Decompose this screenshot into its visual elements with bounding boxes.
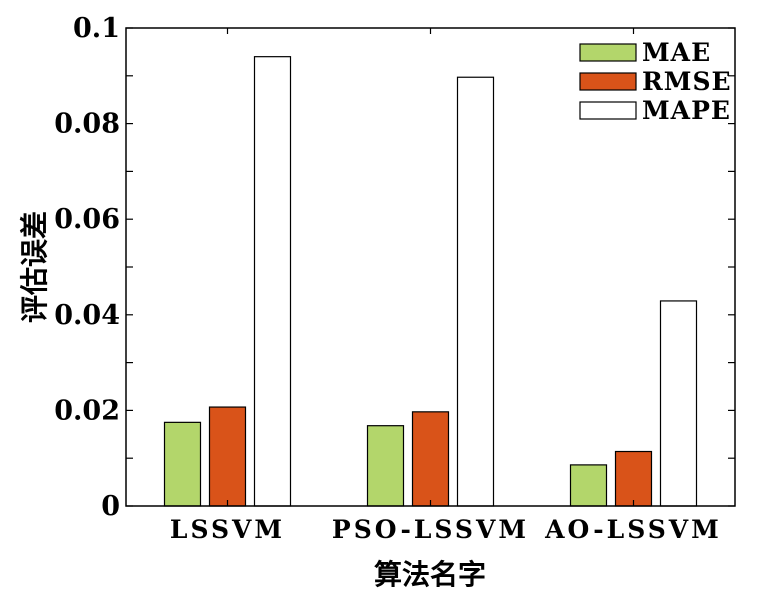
y-tick-label: 0.02 bbox=[54, 395, 120, 426]
bars-layer bbox=[163, 56, 698, 507]
x-axis-title: 算法名字 bbox=[374, 558, 486, 591]
legend-swatch-mae bbox=[579, 43, 637, 62]
plot-frame bbox=[125, 27, 736, 507]
bar-mae-ao-lssvm bbox=[569, 464, 608, 507]
legend-swatch-mape bbox=[579, 101, 637, 120]
bar-rmse-ao-lssvm bbox=[614, 450, 653, 507]
x-tick-label: AO-LSSVM bbox=[544, 515, 722, 544]
y-tick-label: 0.04 bbox=[54, 300, 120, 331]
y-tick-label: 0.08 bbox=[54, 109, 120, 140]
bar-mape-lssvm bbox=[253, 56, 292, 507]
y-axis-title: 评估误差 bbox=[18, 211, 51, 323]
bar-mae-lssvm bbox=[163, 421, 202, 507]
bar-rmse-pso-lssvm bbox=[411, 411, 450, 507]
bar-mape-pso-lssvm bbox=[456, 76, 495, 507]
legend-label-rmse: RMSE bbox=[642, 67, 732, 96]
y-tick-label: 0.06 bbox=[54, 204, 120, 235]
ticks-layer: LSSVM PSO-LSSVM AO-LSSVM 0 0.02 0.04 0.06 0.08 0… bbox=[54, 13, 735, 544]
y-tick-label: 0 bbox=[101, 491, 120, 522]
bar-mape-ao-lssvm bbox=[659, 300, 698, 507]
y-tick-label: 0.1 bbox=[73, 13, 120, 44]
bar-rmse-lssvm bbox=[208, 406, 247, 507]
x-tick-label: PSO-LSSVM bbox=[332, 515, 529, 544]
legend-label-mape: MAPE bbox=[642, 96, 731, 125]
bar-mae-pso-lssvm bbox=[366, 425, 405, 507]
legend-label-mae: MAE bbox=[642, 38, 711, 67]
legend-swatch-rmse bbox=[579, 72, 637, 91]
x-tick-label: LSSVM bbox=[170, 515, 285, 544]
